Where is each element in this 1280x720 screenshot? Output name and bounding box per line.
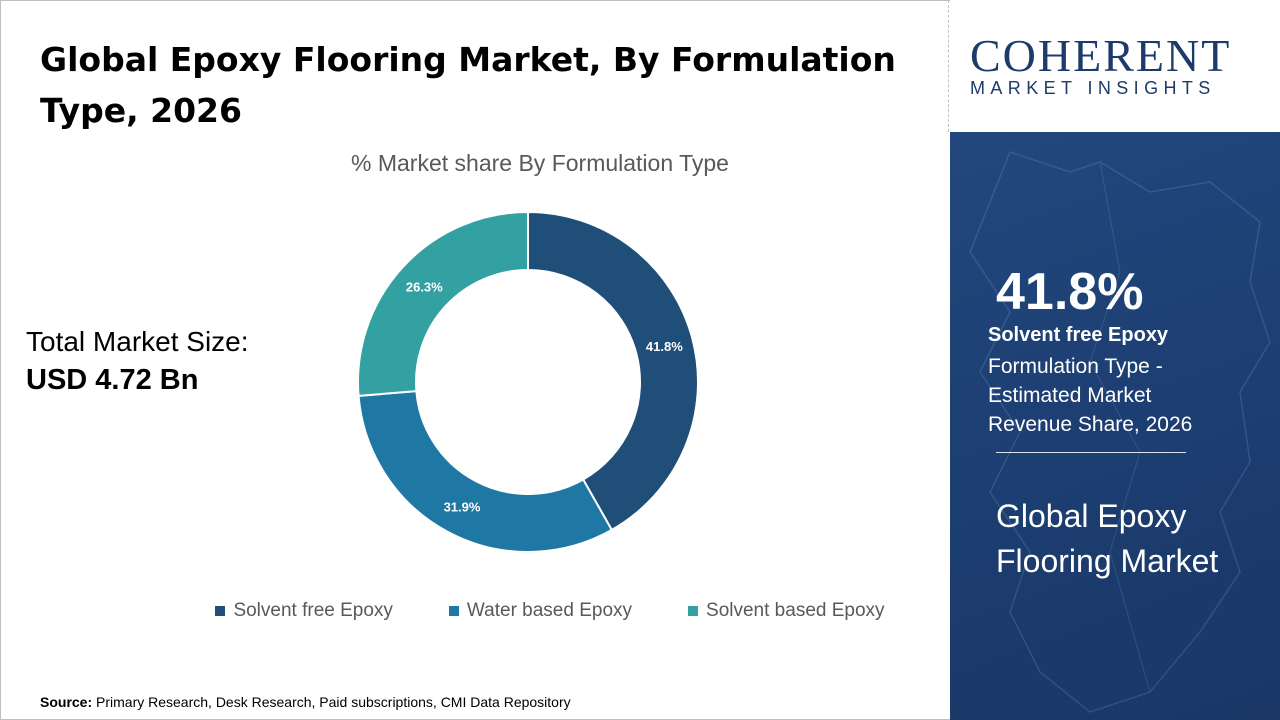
market-size-block: Total Market Size: USD 4.72 Bn xyxy=(26,324,249,400)
slice-data-label: 26.3% xyxy=(406,279,443,294)
panel-divider xyxy=(996,452,1186,453)
logo-area xyxy=(950,0,1280,132)
legend-item: Water based Epoxy xyxy=(448,600,633,622)
legend-label: Solvent based Epoxy xyxy=(706,600,885,621)
source-label: Source: xyxy=(40,694,93,710)
highlight-description: Formulation Type - Estimated Market Reve… xyxy=(988,355,1193,436)
company-logo: COHERENT xyxy=(970,30,1231,82)
chart-legend: Solvent free Epoxy Water based Epoxy Sol… xyxy=(200,600,900,622)
slice-data-label: 31.9% xyxy=(444,500,481,515)
legend-swatch xyxy=(215,606,226,616)
legend-label: Water based Epoxy xyxy=(466,600,633,621)
legend-item: Solvent free Epoxy xyxy=(215,600,393,622)
legend-swatch xyxy=(688,606,699,616)
source-note: Source: Primary Research, Desk Research,… xyxy=(40,694,571,710)
market-size-value: USD 4.72 Bn xyxy=(26,364,199,396)
page-title: Global Epoxy Flooring Market, By Formula… xyxy=(40,40,896,130)
highlight-segment: Solvent free Epoxy xyxy=(988,324,1169,346)
slice-data-label: 41.8% xyxy=(646,339,683,354)
donut-chart: 41.8% 31.9% 26.3% xyxy=(357,210,699,553)
legend-item: Solvent based Epoxy xyxy=(688,600,885,622)
highlight-percent: 41.8% xyxy=(996,263,1144,321)
donut-slice xyxy=(527,210,699,532)
chart-title: % Market share By Formulation Type xyxy=(351,150,729,176)
legend-label: Solvent free Epoxy xyxy=(233,600,393,621)
legend-swatch xyxy=(448,606,459,616)
logo-tagline: MARKET INSIGHTS xyxy=(970,78,1216,98)
donut-slice xyxy=(357,210,529,397)
map-background-graphic xyxy=(969,151,1271,713)
highlight-panel xyxy=(950,132,1280,720)
logo-name: COHERENT xyxy=(970,30,1232,81)
market-size-label: Total Market Size: xyxy=(26,326,249,357)
divider xyxy=(948,0,949,132)
highlight-market-name: Global Epoxy Flooring Market xyxy=(996,498,1219,579)
source-text: Primary Research, Desk Research, Paid su… xyxy=(96,694,571,710)
donut-slice xyxy=(357,390,614,553)
